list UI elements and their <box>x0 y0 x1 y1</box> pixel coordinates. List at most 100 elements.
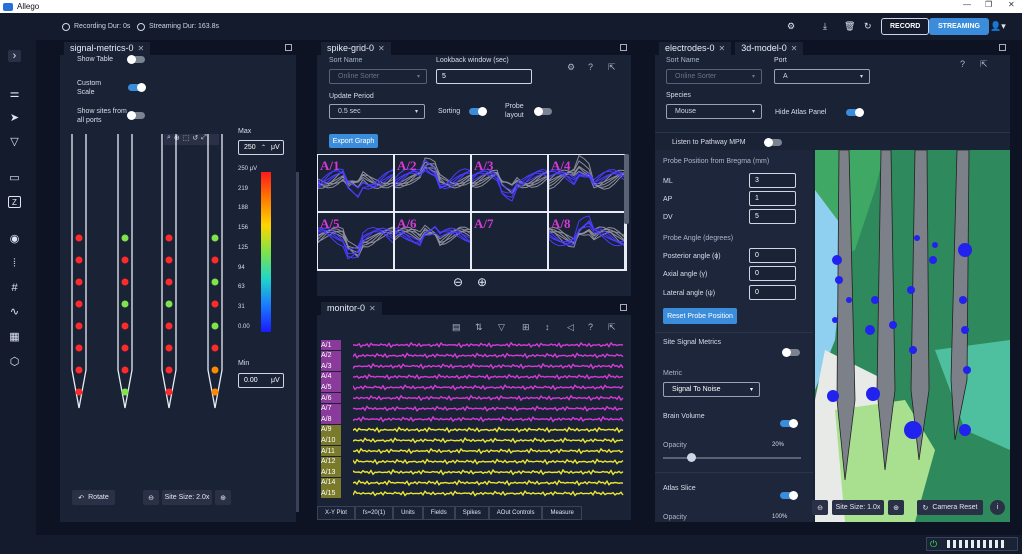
zoom-out-button[interactable]: ⊖ <box>812 500 828 515</box>
lateral-angle-input[interactable]: 0 <box>749 285 796 300</box>
atlas-site[interactable] <box>961 326 969 334</box>
ap-input[interactable]: 1 <box>749 191 796 206</box>
probe-site[interactable] <box>211 256 219 264</box>
atlas-site[interactable] <box>907 286 915 294</box>
probe-site[interactable] <box>165 300 173 308</box>
probe-site[interactable] <box>165 344 173 352</box>
atlas-site[interactable] <box>846 297 852 303</box>
monitor-tab[interactable]: fs=20(1) <box>354 506 394 520</box>
min-input[interactable]: 0.00 μV <box>238 373 284 388</box>
zoom-in-button[interactable]: ⊕ <box>888 500 904 515</box>
channel-label[interactable]: A/2 <box>321 350 341 361</box>
camera-icon[interactable]: ◉ <box>9 233 20 245</box>
calendar-icon[interactable]: ▤ <box>452 322 461 332</box>
atlas-site[interactable] <box>959 296 967 304</box>
tab-spike-grid[interactable]: spike-grid-0 ✕ <box>321 42 391 55</box>
hide-atlas-toggle[interactable] <box>846 108 864 117</box>
probe-site[interactable] <box>121 344 129 352</box>
probe-site[interactable] <box>121 278 129 286</box>
listen-mpm-toggle[interactable] <box>764 138 782 147</box>
probe-site[interactable] <box>75 234 83 242</box>
spike-cell[interactable]: A/5 <box>318 213 393 269</box>
download-icon[interactable]: ⤓ <box>823 21 827 31</box>
monitor-icon[interactable]: ▭ <box>9 172 20 184</box>
atlas-site[interactable] <box>909 346 917 354</box>
atlas-site[interactable] <box>958 243 972 257</box>
maximize-panel-icon[interactable] <box>620 44 627 51</box>
spike-cell[interactable]: A/2 <box>395 155 470 211</box>
maximize-panel-icon[interactable] <box>285 44 292 51</box>
channel-label[interactable]: A/5 <box>321 382 341 393</box>
channel-label[interactable]: A/1 <box>321 340 341 350</box>
maximize-panel-icon[interactable] <box>999 44 1006 51</box>
stepper-icon[interactable]: ⌃ <box>261 145 267 151</box>
channel-label[interactable]: A/10 <box>321 435 341 446</box>
species-select[interactable]: Mouse ▾ <box>666 104 762 119</box>
monitor-tab[interactable]: AOut Controls <box>488 506 543 520</box>
hash-icon[interactable]: # <box>11 282 18 294</box>
probe-site[interactable] <box>75 256 83 264</box>
probe-site[interactable] <box>165 366 173 374</box>
tab-signal-metrics[interactable]: signal-metrics-0 ✕ <box>64 42 151 55</box>
probe-site[interactable] <box>165 322 173 330</box>
probe-site[interactable] <box>165 256 173 264</box>
grid-icon[interactable]: ▦ <box>9 331 20 343</box>
zoom-icon[interactable]: ⌕ <box>167 134 171 141</box>
trash-icon[interactable]: 🗑 <box>844 21 856 31</box>
scrollbar[interactable] <box>296 172 299 512</box>
tab-3d-model[interactable]: 3d-model-0 ✕ <box>735 42 804 55</box>
zoom-out-button[interactable]: ⊖ <box>143 490 159 505</box>
probe-site[interactable] <box>211 300 219 308</box>
update-period-select[interactable]: 0.5 sec ▾ <box>329 104 425 119</box>
refresh-icon[interactable]: ↻ <box>864 21 872 31</box>
channel-label[interactable]: A/6 <box>321 393 341 403</box>
channel-label[interactable]: A/15 <box>321 488 341 499</box>
lookback-input[interactable]: 5 <box>436 69 532 84</box>
monitor-tab[interactable]: Measure <box>542 506 582 520</box>
popout-icon[interactable]: ⇱ <box>608 62 616 72</box>
probe-site[interactable] <box>211 344 219 352</box>
show-table-toggle[interactable] <box>127 55 145 64</box>
max-input[interactable]: 250 ⌃ μV <box>238 140 284 155</box>
atlas-site[interactable] <box>832 317 838 323</box>
probe-site[interactable] <box>121 322 129 330</box>
probe-site[interactable] <box>75 344 83 352</box>
close-tab-icon[interactable]: ✕ <box>137 43 145 53</box>
send-icon[interactable]: ➤ <box>9 112 20 124</box>
atlas-site[interactable] <box>889 321 897 329</box>
audio-wave-icon[interactable]: ⦙ <box>13 257 16 269</box>
minimize-icon[interactable]: — <box>963 0 971 9</box>
expand-icon[interactable]: ⤢ <box>201 134 207 141</box>
pulse-icon[interactable]: ∿ <box>9 306 20 318</box>
spike-cell[interactable]: A/7 <box>472 213 547 269</box>
popout-icon[interactable]: ⇱ <box>980 59 988 69</box>
zoom-in-icon[interactable]: ⊕ <box>477 275 488 289</box>
atlas-site[interactable] <box>832 255 842 265</box>
probe-layout-toggle[interactable] <box>534 107 552 116</box>
atlas-site[interactable] <box>963 366 971 374</box>
probe-site[interactable] <box>165 234 173 242</box>
channel-label[interactable]: A/7 <box>321 403 341 414</box>
opacity-slider-thumb[interactable] <box>687 453 696 462</box>
probe-site[interactable] <box>75 278 83 286</box>
monitor-tab[interactable]: X-Y Plot <box>317 506 355 520</box>
record-button[interactable]: RECORD <box>881 18 930 35</box>
site-signal-metrics-toggle[interactable] <box>782 348 800 357</box>
probe-site[interactable] <box>211 278 219 286</box>
expand-sidebar-icon[interactable]: › <box>8 50 21 62</box>
spike-cell[interactable]: A/4 <box>549 155 624 211</box>
spike-grid-scrollbar[interactable] <box>624 154 629 224</box>
atlas-site[interactable] <box>871 296 879 304</box>
sort-icon[interactable]: ⇅ <box>475 322 483 332</box>
atlas-slice-toggle[interactable] <box>780 491 798 500</box>
close-tab-icon[interactable]: ✕ <box>718 43 726 53</box>
probe-site[interactable] <box>121 388 129 396</box>
close-tab-icon[interactable]: ✕ <box>790 43 798 53</box>
probe-site[interactable] <box>75 388 83 396</box>
probe-site[interactable] <box>121 366 129 374</box>
ml-input[interactable]: 3 <box>749 173 796 188</box>
zoom-in-button[interactable]: ⊕ <box>215 490 231 505</box>
show-sites-toggle[interactable] <box>127 111 145 120</box>
close-tab-icon[interactable]: ✕ <box>369 303 376 313</box>
probe-site[interactable] <box>121 256 129 264</box>
